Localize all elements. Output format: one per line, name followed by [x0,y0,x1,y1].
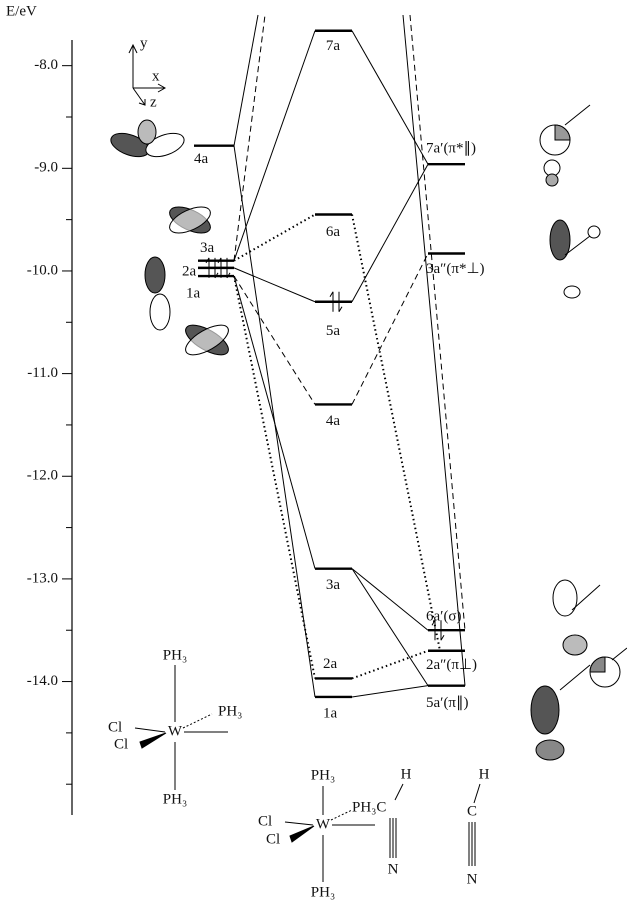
correlation-line [234,215,315,261]
axis-x-label: x [152,68,160,84]
level-label: 2a″(π⊥) [426,657,477,673]
tick-label: -10.0 [27,262,58,278]
level-label: 6a [326,224,341,240]
level-label: 7a′(π*∥) [426,141,476,157]
level-label: 7a [326,38,341,54]
tick-label: -13.0 [27,570,58,586]
axis-y-label: y [140,35,148,51]
axis-label: E/eV [6,3,37,19]
tick-label: -12.0 [27,468,58,484]
correlation-line [234,15,258,146]
correlation-line [234,276,315,678]
correlation-line [352,215,440,651]
tick-label: -11.0 [27,365,58,381]
tick-label: -14.0 [27,673,58,689]
correlation-line [352,31,428,164]
complex-n: N [388,861,399,877]
tick-label: -9.0 [34,160,58,176]
correlation-line [234,276,315,404]
level-label: 4a [326,413,341,429]
correlation-line [352,569,428,686]
left-cl1: Cl [108,719,122,735]
correlation-line [352,254,428,405]
level-label: 2a [323,656,338,672]
level-label: 5a [326,323,341,339]
correlation-line [234,31,315,261]
level-label: 5a′(π∥) [426,695,469,711]
left-ph3-top: PH₃ [163,647,187,663]
complex-metal: W [316,816,331,832]
mo-diagram: E/eV y x z [0,0,627,906]
correlation-line [352,686,428,697]
correlation-line [352,164,428,302]
level-label: 3a [200,240,215,256]
level-label: 6a′(σ) [426,609,462,625]
correlation-line [234,268,315,302]
left-metal: W [168,723,183,739]
level-label: 4a [194,151,209,167]
free-n: N [467,871,478,887]
level-label: 1a [323,705,338,721]
complex-cl1: Cl [258,813,272,829]
left-cl2: Cl [114,736,128,752]
complex-ph3-bottom: PH₃ [311,884,335,900]
complex-cl2: Cl [266,831,280,847]
left-ph3-bottom: PH₃ [163,791,187,807]
level-label: 1a [186,286,201,302]
level-label: 2a [182,263,197,279]
correlation-line [403,15,465,686]
axis-z-label: z [150,94,157,110]
coordinate-frame [129,45,165,105]
level-label: 3a [326,577,341,593]
tick-label: -8.0 [34,57,58,73]
complex-h: H [401,766,412,782]
free-c: C [467,803,477,819]
level-label: 3a″(π*⊥) [426,261,485,277]
correlation-line [234,276,315,569]
free-h: H [479,766,490,782]
complex-ph3-top: PH₃ [311,767,335,783]
complex-ligand: PH₃C [352,799,386,815]
correlation-line [352,651,428,679]
left-ph3-right: PH₃ [218,703,242,719]
correlation-line [410,15,465,630]
correlation-line [352,569,428,631]
correlation-line [234,15,265,261]
